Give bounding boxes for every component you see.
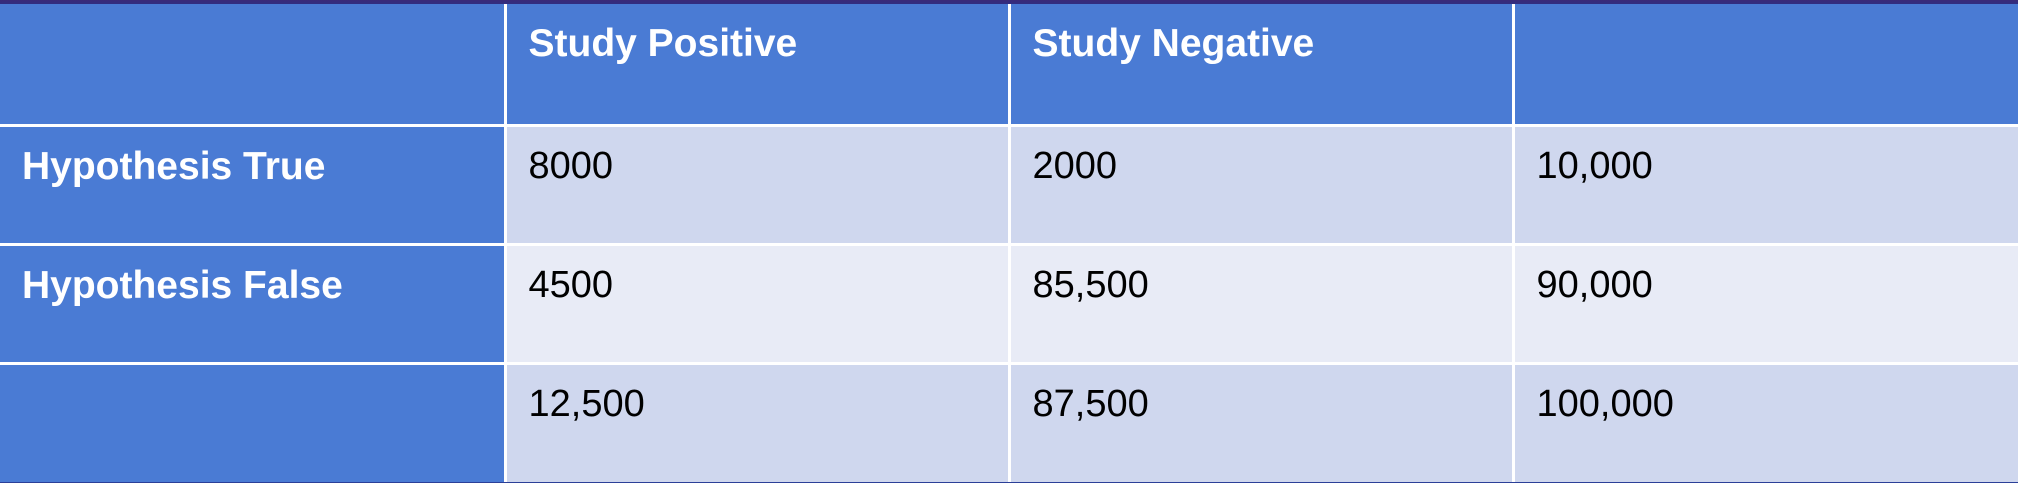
contingency-table: Study Positive Study Negative Hypothesis… [0,4,2018,482]
row-label-totals [0,361,507,482]
cell-false-negative: 85,500 [1007,242,1515,365]
header-cell-study-negative: Study Negative [1007,4,1515,127]
cell-true-positive: 8000 [503,123,1011,246]
cell-true-negative: 2000 [1007,123,1515,246]
header-cell-total [1511,4,2018,127]
cell-total-positive: 12,500 [503,361,1011,482]
header-cell-study-positive: Study Positive [503,4,1011,127]
cell-false-positive: 4500 [503,242,1011,365]
row-label-hypothesis-true: Hypothesis True [0,123,507,246]
table-row-totals: 12,500 87,500 100,000 [0,361,2018,482]
table-header-row: Study Positive Study Negative [0,4,2018,127]
contingency-table-container: Study Positive Study Negative Hypothesis… [0,4,2018,482]
table-row-hypothesis-true: Hypothesis True 8000 2000 10,000 [0,123,2018,246]
cell-total-negative: 87,500 [1007,361,1515,482]
cell-false-total: 90,000 [1511,242,2018,365]
table-row-hypothesis-false: Hypothesis False 4500 85,500 90,000 [0,242,2018,365]
row-label-hypothesis-false: Hypothesis False [0,242,507,365]
cell-grand-total: 100,000 [1511,361,2018,482]
header-cell-corner [0,4,507,127]
cell-true-total: 10,000 [1511,123,2018,246]
